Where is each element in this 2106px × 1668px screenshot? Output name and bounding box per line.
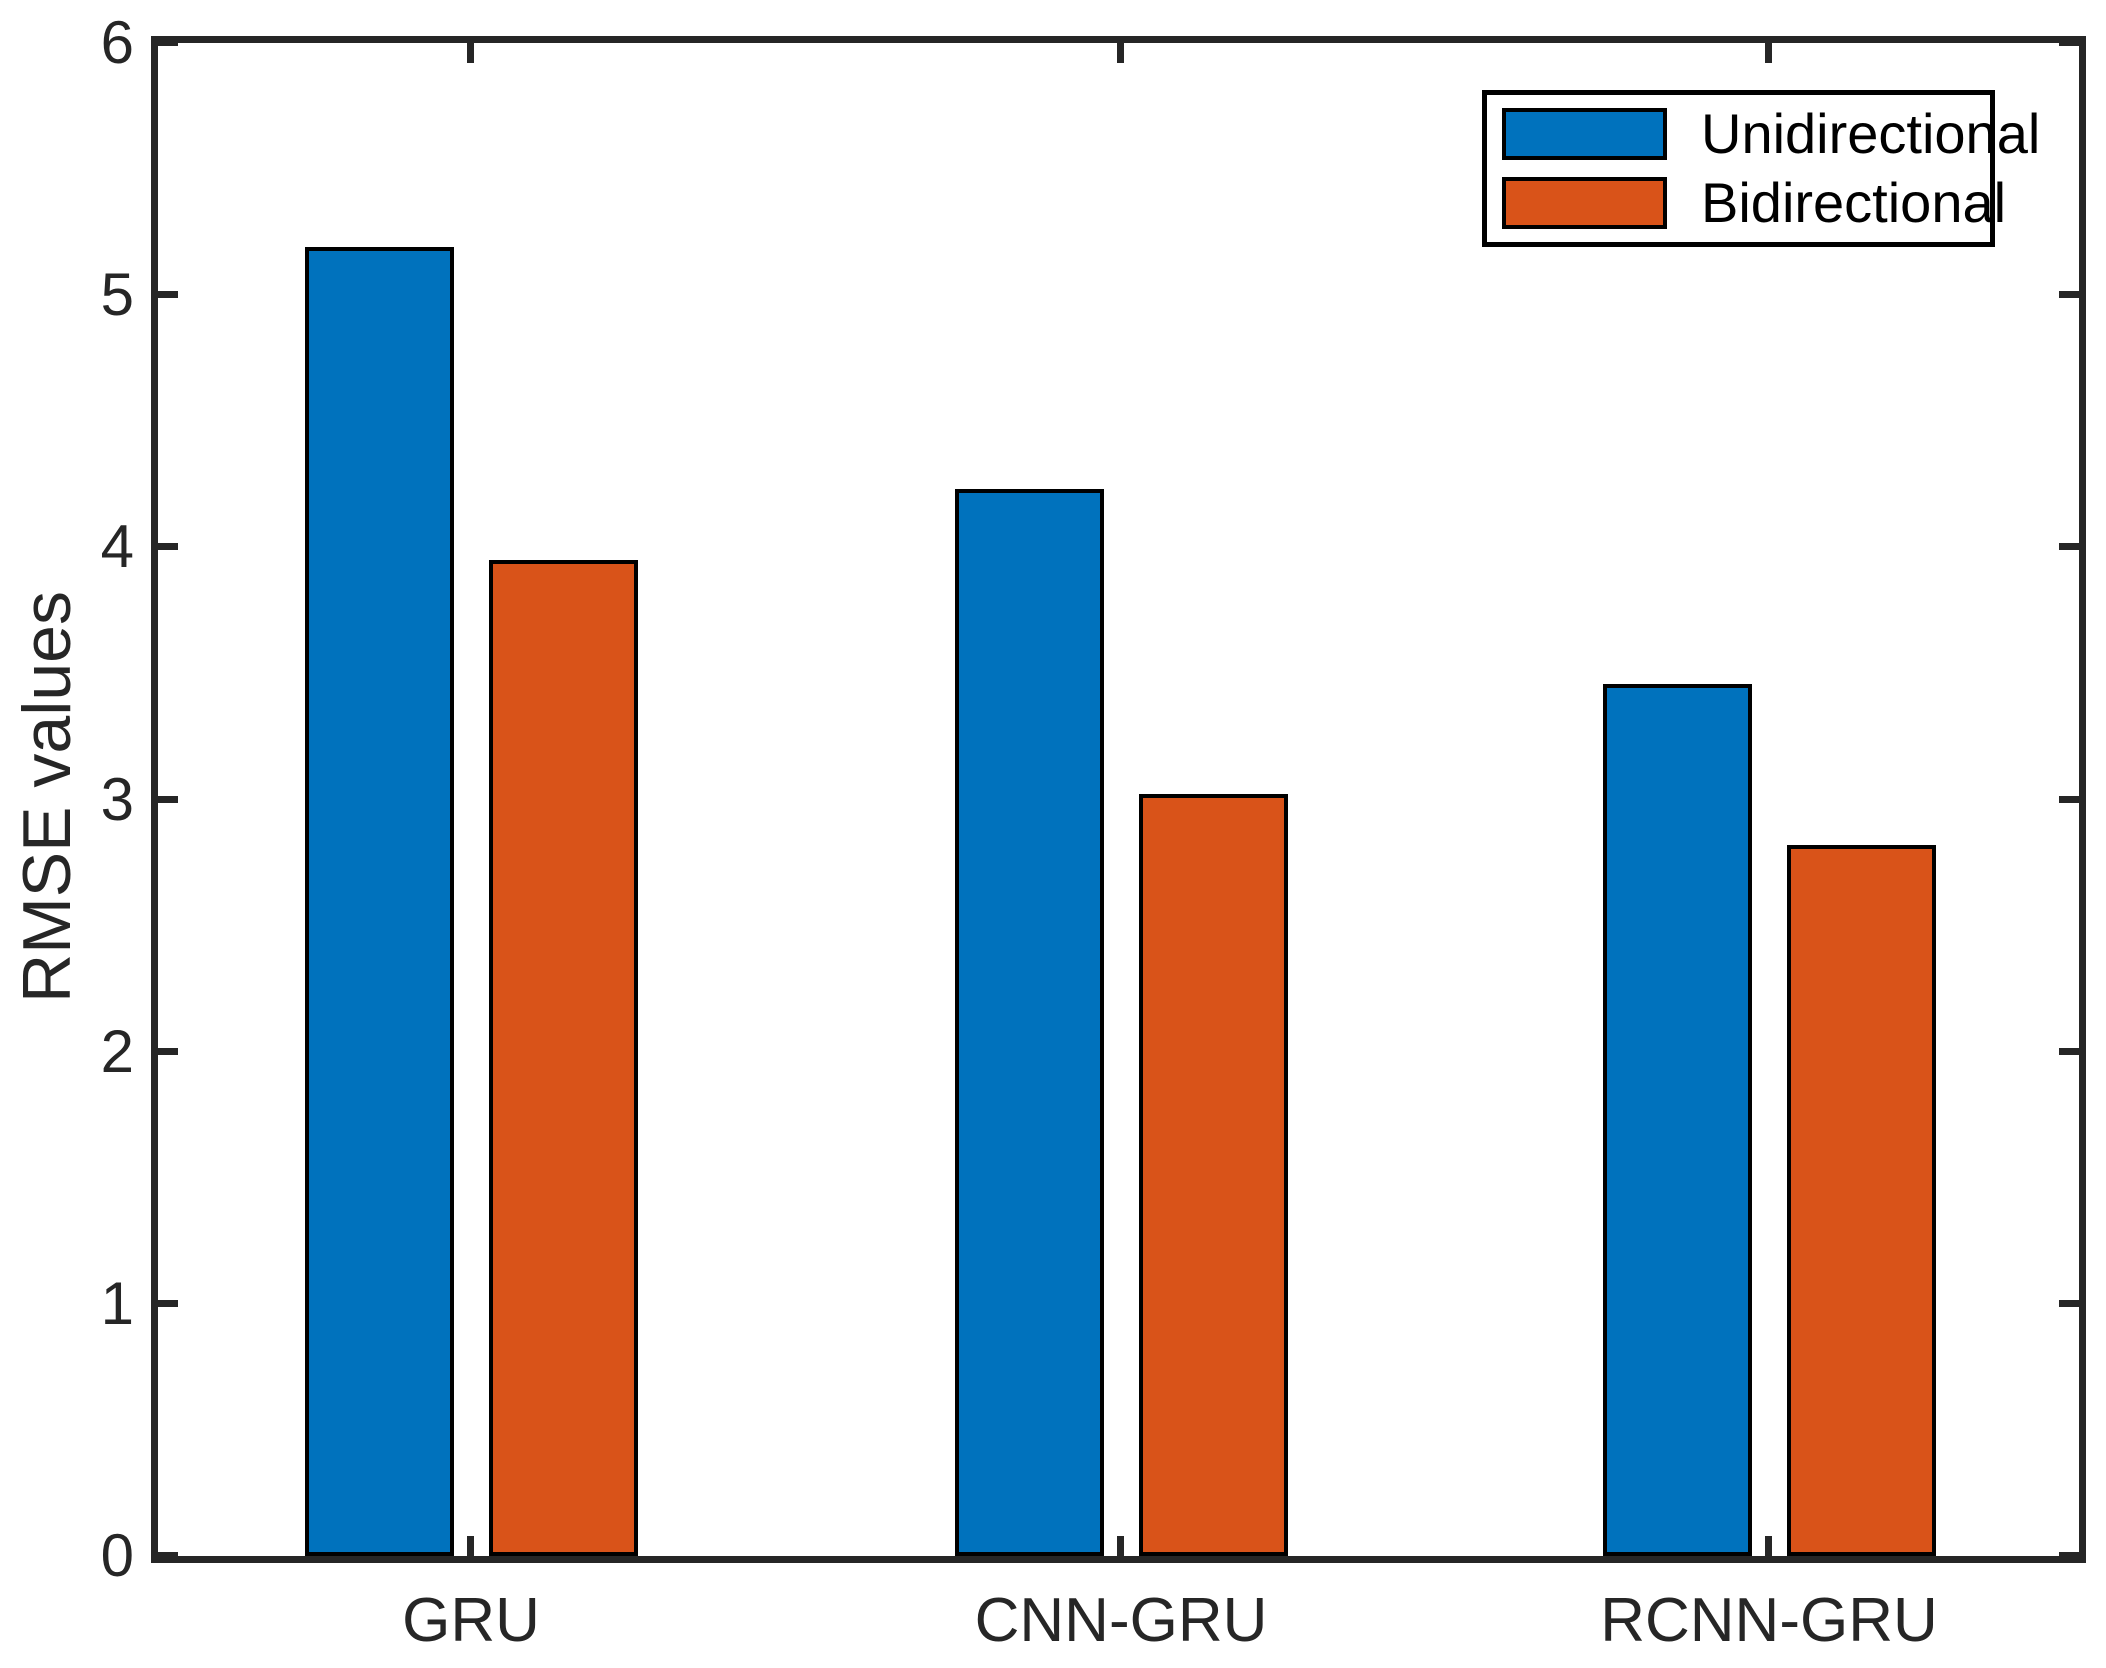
x-tick-top bbox=[1117, 43, 1124, 63]
y-tick-left bbox=[158, 1300, 178, 1307]
legend-label-unidirectional: Unidirectional bbox=[1701, 102, 2041, 165]
y-tick-left bbox=[158, 39, 178, 46]
bar-bidirectional-gru bbox=[489, 560, 638, 1556]
x-tick-label-cnn-gru: CNN-GRU bbox=[974, 1586, 1268, 1655]
y-axis-label: RMSE values bbox=[9, 591, 85, 1003]
y-tick-right bbox=[2059, 291, 2079, 298]
legend-swatch-unidirectional bbox=[1502, 108, 1667, 160]
y-tick-label: 0 bbox=[100, 1522, 134, 1589]
y-tick-right bbox=[2059, 796, 2079, 803]
y-tick-label: 1 bbox=[100, 1270, 134, 1337]
y-tick-left bbox=[158, 291, 178, 298]
y-tick-left bbox=[158, 1048, 178, 1055]
legend-item-bidirectional: Bidirectional bbox=[1487, 173, 2006, 233]
bar-bidirectional-rcnn-gru bbox=[1787, 845, 1936, 1556]
legend-label-bidirectional: Bidirectional bbox=[1701, 171, 2007, 234]
y-tick-left bbox=[158, 796, 178, 803]
x-tick-top bbox=[467, 43, 474, 63]
y-tick-left bbox=[158, 1552, 178, 1559]
y-tick-right bbox=[2059, 543, 2079, 550]
y-tick-right bbox=[2059, 1552, 2079, 1559]
x-tick-bottom bbox=[1117, 1536, 1124, 1556]
x-tick-bottom bbox=[1765, 1536, 1772, 1556]
y-tick-label: 2 bbox=[100, 1018, 134, 1085]
y-tick-label: 5 bbox=[100, 261, 134, 328]
y-tick-label: 6 bbox=[100, 9, 134, 76]
x-tick-label-gru: GRU bbox=[402, 1586, 540, 1655]
bar-unidirectional-cnn-gru bbox=[955, 489, 1104, 1556]
y-tick-left bbox=[158, 543, 178, 550]
y-tick-label: 3 bbox=[100, 766, 134, 833]
bar-unidirectional-gru bbox=[305, 247, 454, 1556]
bar-unidirectional-rcnn-gru bbox=[1603, 684, 1752, 1556]
x-tick-top bbox=[1765, 43, 1772, 63]
plot-area bbox=[151, 36, 2086, 1563]
y-tick-right bbox=[2059, 1048, 2079, 1055]
y-tick-label: 4 bbox=[100, 513, 134, 580]
legend-swatch-bidirectional bbox=[1502, 177, 1667, 229]
bar-bidirectional-cnn-gru bbox=[1139, 794, 1288, 1556]
y-tick-right bbox=[2059, 39, 2079, 46]
legend: Unidirectional Bidirectional bbox=[1482, 90, 2040, 247]
y-tick-right bbox=[2059, 1300, 2079, 1307]
x-tick-bottom bbox=[467, 1536, 474, 1556]
x-tick-label-rcnn-gru: RCNN-GRU bbox=[1600, 1586, 1938, 1655]
legend-item-unidirectional: Unidirectional bbox=[1487, 104, 2040, 164]
